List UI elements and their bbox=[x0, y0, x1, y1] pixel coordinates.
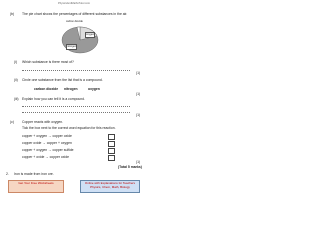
option: nitrogen bbox=[64, 87, 78, 91]
option: oxygen bbox=[88, 87, 100, 91]
option: copper + oxygen → copper oxide bbox=[22, 134, 72, 138]
text: Copper reacts with oxygen. bbox=[22, 120, 64, 124]
question-number: (ii) bbox=[14, 78, 18, 82]
tick-box[interactable] bbox=[108, 148, 115, 154]
pie-figure bbox=[61, 26, 99, 54]
footer-left[interactable]: Get Your Free Worksheets bbox=[8, 180, 64, 193]
option: copper + oxide → copper oxide bbox=[22, 155, 70, 159]
instruction: Tick the box next to the correct word eq… bbox=[22, 126, 116, 130]
question-number: (iii) bbox=[14, 97, 19, 101]
pie-label: nitrogen bbox=[66, 44, 78, 50]
option: copper + oxygen → copper sulfide bbox=[22, 148, 74, 152]
answer-line bbox=[22, 112, 130, 113]
part-label: (c) bbox=[10, 120, 14, 124]
tick-box[interactable] bbox=[108, 155, 115, 161]
total: (Total 5 marks) bbox=[118, 165, 142, 169]
part-label: (b) bbox=[10, 12, 15, 16]
answer-line bbox=[22, 106, 130, 107]
marks: (1) bbox=[136, 113, 141, 117]
intro: The pie chart shows the percentages of d… bbox=[22, 12, 128, 16]
question-text: Which substance is there most of? bbox=[22, 60, 74, 64]
option: carbon dioxide bbox=[34, 87, 59, 91]
tick-box[interactable] bbox=[108, 141, 115, 147]
page: PhysicsAndMathsTutor.com (b) The pie cha… bbox=[0, 0, 149, 198]
pie-label: carbon dioxide bbox=[66, 20, 83, 23]
marks: (1) bbox=[136, 160, 141, 164]
question-number: (i) bbox=[14, 60, 18, 64]
footer-right[interactable]: Online with Explanations for Teachers Ph… bbox=[80, 180, 140, 193]
marks: (1) bbox=[136, 71, 141, 75]
question-text: Explain how you can tell it is a compoun… bbox=[22, 97, 85, 101]
marks: (1) bbox=[136, 92, 141, 96]
option: copper oxide → copper + oxygen bbox=[22, 141, 72, 145]
tick-box[interactable] bbox=[108, 134, 115, 140]
pie-slice bbox=[76, 26, 81, 41]
site-header: PhysicsAndMathsTutor.com bbox=[58, 2, 91, 5]
question-text: Circle one substance from the list that … bbox=[22, 78, 103, 82]
question-text: Iron is made from iron ore. bbox=[14, 172, 54, 176]
pie-label: oxygen bbox=[85, 32, 96, 38]
answer-line bbox=[22, 70, 130, 71]
question-number: 2. bbox=[6, 172, 9, 176]
